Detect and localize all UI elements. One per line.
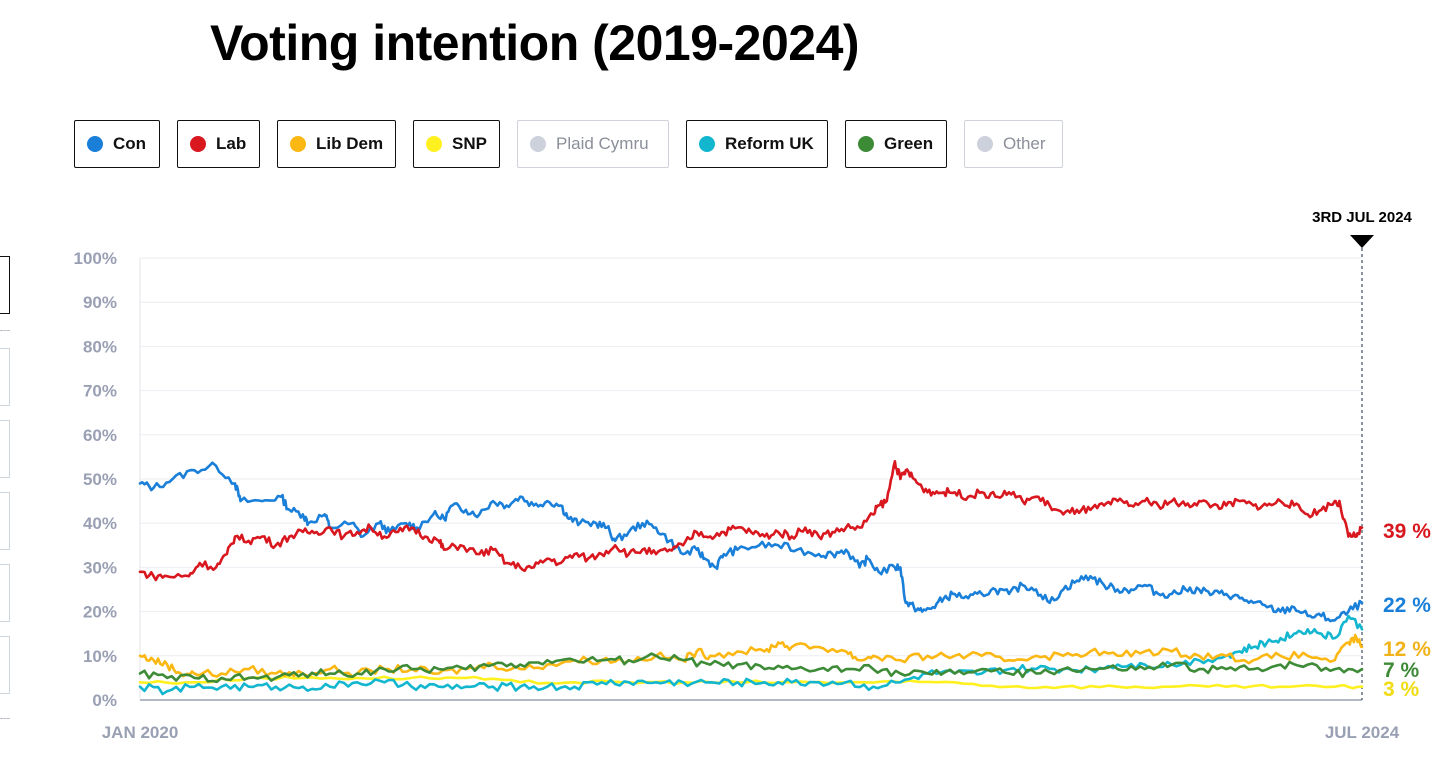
side-panel-tab[interactable] <box>0 420 10 478</box>
side-panel-tab[interactable] <box>0 564 10 622</box>
y-tick-label: 50% <box>83 470 117 489</box>
y-tick-label: 60% <box>83 426 117 445</box>
legend-label: Lab <box>216 134 247 153</box>
side-divider <box>0 718 10 719</box>
legend-label: SNP <box>452 134 487 153</box>
series-line-con <box>138 461 1364 623</box>
y-tick-label: 80% <box>83 337 117 356</box>
legend-button-green[interactable]: Green <box>845 120 947 168</box>
y-tick-label: 10% <box>83 647 117 666</box>
snp-dot-icon <box>426 136 442 152</box>
legend-label: Green <box>884 134 934 153</box>
y-tick-label: 20% <box>83 603 117 622</box>
side-panel-tab[interactable] <box>0 636 10 694</box>
end-value-label-lib-dem: 12 % <box>1383 638 1431 661</box>
legend-label: Plaid Cymru <box>556 134 649 153</box>
legend-button-lab[interactable]: Lab <box>177 120 260 168</box>
legend-button-con[interactable]: Con <box>74 120 160 168</box>
x-tick-label-start: JAN 2020 <box>102 723 179 742</box>
y-tick-label: 40% <box>83 514 117 533</box>
y-tick-label: 70% <box>83 382 117 401</box>
reform-uk-dot-icon <box>699 136 715 152</box>
side-panel-tab[interactable] <box>0 256 10 314</box>
y-tick-label: 100% <box>74 249 117 268</box>
legend-button-reform-uk[interactable]: Reform UK <box>686 120 828 168</box>
legend-button-lib-dem[interactable]: Lib Dem <box>277 120 396 168</box>
series-line-green <box>138 652 1364 684</box>
side-panel-tab[interactable] <box>0 348 10 406</box>
chart-title: Voting intention (2019-2024) <box>210 15 860 71</box>
side-panel-tab[interactable] <box>0 492 10 550</box>
legend-button-other[interactable]: Other <box>964 120 1063 168</box>
series-line-reform-uk <box>138 614 1364 696</box>
end-value-label-con: 22 % <box>1383 594 1431 617</box>
legend-label: Reform UK <box>725 134 814 153</box>
other-dot-icon <box>977 136 993 152</box>
con-dot-icon <box>87 136 103 152</box>
plaid-cymru-dot-icon <box>530 136 546 152</box>
series-line-lab <box>138 460 1364 582</box>
end-value-label-green: 7 % <box>1383 659 1420 682</box>
lab-dot-icon <box>190 136 206 152</box>
end-value-label-snp: 3 % <box>1383 678 1420 701</box>
end-value-label-lab: 39 % <box>1383 520 1431 543</box>
x-tick-label-end: JUL 2024 <box>1325 723 1400 742</box>
legend-label: Con <box>113 134 147 153</box>
y-tick-label: 30% <box>83 558 117 577</box>
y-tick-label: 0% <box>92 691 117 710</box>
y-tick-label: 90% <box>83 293 117 312</box>
date-marker-triangle-icon <box>1350 235 1374 248</box>
legend-label: Lib Dem <box>316 134 384 153</box>
side-divider <box>0 330 10 331</box>
green-dot-icon <box>858 136 874 152</box>
lib-dem-dot-icon <box>290 136 306 152</box>
legend-button-snp[interactable]: SNP <box>413 120 500 168</box>
legend-label: Other <box>1003 134 1046 153</box>
series-line-lib-dem <box>138 633 1364 678</box>
legend-button-plaid-cymru[interactable]: Plaid Cymru <box>517 120 669 168</box>
date-marker-label: 3RD JUL 2024 <box>1312 209 1412 226</box>
